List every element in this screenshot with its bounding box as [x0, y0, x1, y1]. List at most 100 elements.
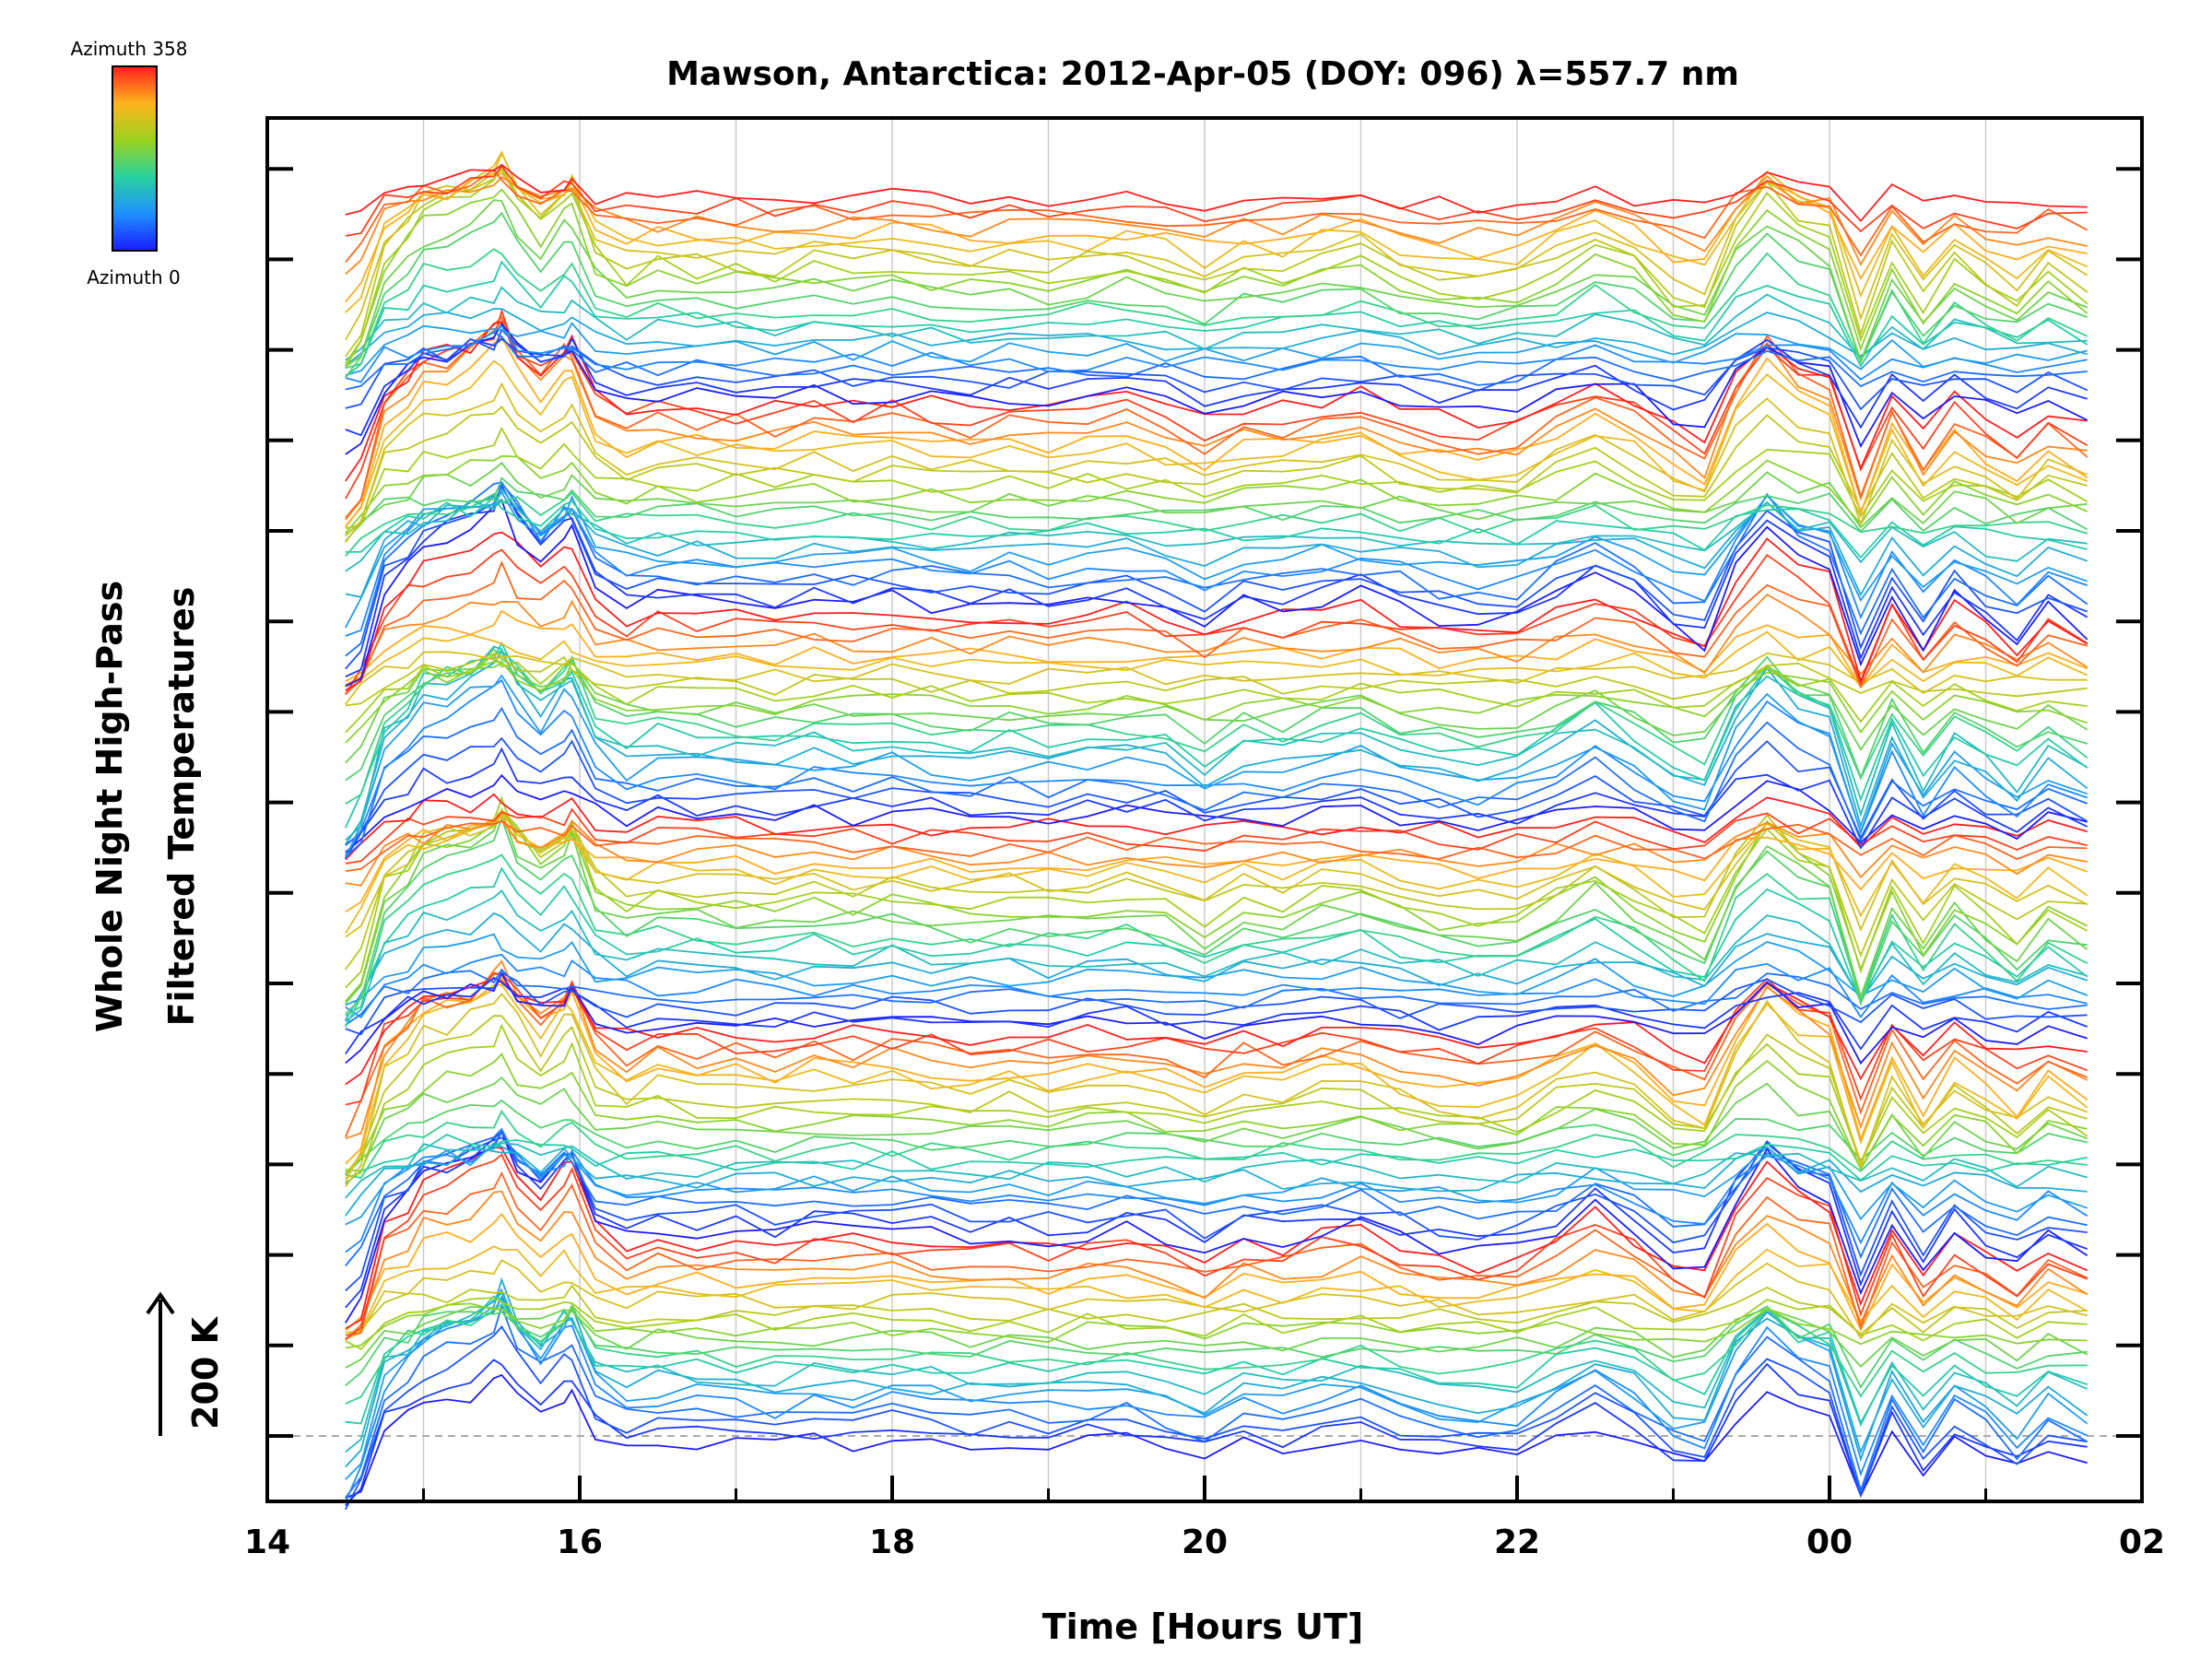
trace-line	[345, 164, 2088, 237]
trace-line	[345, 972, 2088, 1106]
x-tick-label: 02	[2119, 1524, 2165, 1561]
trace-line	[345, 806, 2088, 1005]
trace-line	[345, 308, 2088, 367]
x-tick-label: 16	[557, 1524, 603, 1561]
trace-line	[345, 1302, 2088, 1349]
trace-line	[345, 889, 2088, 1023]
trace-line	[345, 971, 2088, 1036]
trace-line	[345, 809, 2088, 1002]
trace-line	[345, 172, 2088, 303]
trace-line	[345, 1133, 2088, 1185]
trace-line	[345, 1076, 2088, 1172]
trace-line	[345, 809, 2088, 935]
trace-line	[345, 321, 2088, 482]
trace-line	[345, 1373, 2088, 1500]
trace-line	[345, 678, 2088, 856]
trace-line	[345, 807, 2088, 971]
trace-line	[345, 485, 2088, 670]
trace-line	[345, 912, 2088, 1021]
x-ticks: 14 16 18 20 22 00 02	[244, 1476, 2165, 1561]
trace-line	[345, 609, 2088, 689]
trace-line	[345, 1359, 2088, 1507]
trace-line	[345, 531, 2088, 691]
trace-line	[345, 1136, 2088, 1292]
trace-line	[345, 1212, 2088, 1332]
trace-line	[345, 816, 2088, 1015]
trace-line	[345, 1110, 2088, 1179]
trace-line	[345, 660, 2088, 744]
trace-line	[345, 659, 2088, 764]
trace-line	[345, 651, 2088, 705]
trace-line	[345, 1099, 2088, 1176]
trace-line	[345, 163, 2088, 223]
trace-line	[345, 1145, 2088, 1217]
trace-line	[345, 498, 2088, 688]
trace-line	[345, 933, 2088, 1006]
trace-line	[345, 1129, 2088, 1309]
trace-line	[345, 1284, 2088, 1336]
trace-line	[345, 490, 2088, 629]
trace-line	[345, 1146, 2088, 1330]
trace-line	[345, 1190, 2088, 1341]
trace-line	[345, 426, 2088, 530]
trace-line	[345, 736, 2088, 846]
trace-line	[345, 1127, 2088, 1253]
trace-line	[345, 653, 2088, 734]
trace-line	[345, 1303, 2088, 1499]
x-tick-label: 18	[869, 1524, 915, 1561]
trace-line	[345, 188, 2088, 365]
trace-line	[345, 593, 2088, 686]
trace-line	[345, 1302, 2088, 1405]
trace-line	[345, 653, 2088, 707]
trace-line	[345, 548, 2088, 696]
trace-line	[345, 647, 2088, 782]
trace-line	[345, 150, 2088, 313]
trace-line	[345, 953, 2088, 1019]
scale-bar: 200 K	[146, 1291, 226, 1436]
trace-line	[345, 630, 2088, 688]
trace-line	[345, 286, 2088, 361]
scale-bar-arrow-head	[146, 1291, 175, 1315]
trace-line	[345, 971, 2088, 1065]
trace-line	[345, 968, 2088, 1026]
trace-line	[345, 1297, 2088, 1350]
trace-line	[345, 1142, 2088, 1199]
trace-series	[344, 150, 2088, 1511]
trace-line	[345, 747, 2088, 860]
trace-line	[344, 983, 2088, 1182]
trace-line	[345, 706, 2088, 858]
x-tick-label: 00	[1806, 1524, 1853, 1561]
colorbar-bottom-label: Azimuth 0	[87, 266, 181, 288]
trace-line	[344, 1325, 2088, 1511]
trace-line	[345, 793, 2088, 861]
trace-line	[345, 1245, 2088, 1334]
trace-line	[345, 1129, 2088, 1324]
trace-line	[345, 359, 2088, 527]
trace-line	[345, 992, 2088, 1188]
trace-line	[345, 866, 2088, 1028]
trace-line	[345, 482, 2088, 637]
trace-line	[345, 1023, 2088, 1179]
y-axis-label: Whole Night High-Pass Filtered Temperatu…	[89, 581, 202, 1032]
trace-line	[345, 560, 2088, 695]
y-axis-label-line-2: Filtered Temperatures	[161, 587, 202, 1027]
trace-line	[345, 168, 2088, 358]
colorbar: Azimuth 358 Azimuth 0	[71, 38, 188, 288]
x-axis-label: Time [Hours UT]	[1042, 1606, 1364, 1647]
scale-bar-label: 200 K	[185, 1315, 226, 1430]
trace-line	[345, 853, 2088, 1017]
trace-line	[345, 165, 2088, 369]
trace-line	[344, 674, 2088, 859]
trace-line	[345, 483, 2088, 678]
trace-line	[345, 335, 2088, 528]
trace-line	[345, 1259, 2088, 1340]
trace-line	[345, 462, 2088, 536]
x-tick-label: 22	[1494, 1524, 1540, 1561]
trace-line	[345, 773, 2088, 853]
trace-line	[345, 815, 2088, 913]
trace-line	[345, 649, 2088, 845]
trace-line	[345, 406, 2088, 536]
trace-line	[345, 807, 2088, 865]
trace-line	[345, 978, 2088, 1086]
